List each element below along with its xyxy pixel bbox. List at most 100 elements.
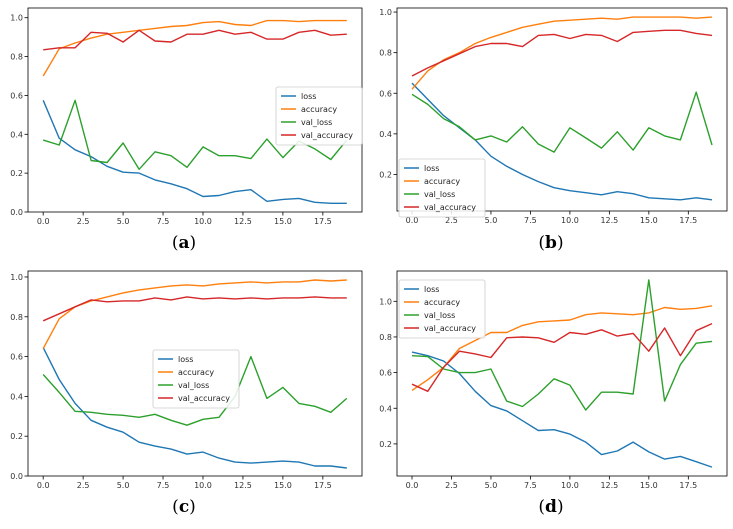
plot-frame [27, 270, 363, 477]
y-tick-label: 0.4 [10, 130, 23, 139]
legend-label: accuracy [178, 368, 214, 377]
panel-caption: (a) [172, 233, 196, 253]
legend-label: val_loss [424, 190, 455, 199]
legend-label: loss [424, 164, 439, 173]
legend-box [152, 349, 240, 409]
legend-label: val_loss [178, 381, 209, 390]
series-line-accuracy [411, 16, 713, 90]
x-tick-label: 0.0 [406, 481, 419, 490]
y-tick-label: 0.4 [10, 392, 23, 401]
x-tick-label: 2.5 [77, 217, 90, 226]
legend-label: val_loss [424, 311, 455, 320]
legend-label: accuracy [301, 105, 337, 114]
y-tick-label: 0.2 [10, 432, 23, 441]
x-tick-label: 7.5 [157, 217, 170, 226]
series-line-loss [42, 347, 347, 469]
y-tick-label: 0.0 [10, 472, 23, 481]
plot-frame [396, 7, 728, 212]
y-tick-label: 1.0 [379, 8, 392, 17]
series-line-val-accuracy [43, 29, 347, 51]
x-tick-label: 17.5 [679, 481, 697, 490]
series-line-val-loss [42, 355, 348, 426]
y-tick-label: 1.0 [379, 297, 392, 306]
legend: loss accuracy val_loss val_accuracy [398, 279, 486, 339]
x-tick-label: 5.0 [485, 216, 498, 225]
x-tick-label: 2.5 [77, 481, 90, 490]
series-line-loss [42, 100, 347, 205]
legend-label: val_accuracy [301, 131, 353, 140]
y-tick-label: 0.8 [10, 313, 23, 322]
x-tick-label: 12.5 [600, 481, 618, 490]
y-tick-label: 0.2 [379, 440, 392, 449]
y-tick-label: 0.6 [379, 89, 392, 98]
x-tick-label: 0.0 [37, 217, 50, 226]
x-tick-label: 5.0 [117, 217, 130, 226]
legend-box [275, 86, 363, 146]
x-tick-label: 15.0 [274, 217, 292, 226]
x-tick-label: 15.0 [274, 481, 292, 490]
y-tick-label: 0.8 [379, 333, 392, 342]
series-line-val-loss [411, 91, 713, 153]
x-tick-label: 7.5 [524, 216, 537, 225]
y-tick-label: 0.4 [379, 404, 392, 413]
legend-label: val_accuracy [178, 394, 230, 403]
series-line-accuracy [411, 305, 713, 391]
series-line-loss [411, 351, 713, 468]
x-tick-label: 17.5 [314, 217, 332, 226]
x-tick-label: 10.0 [194, 481, 212, 490]
legend: loss accuracy val_loss val_accuracy [152, 349, 240, 409]
x-tick-label: 2.5 [445, 216, 458, 225]
y-tick-label: 0.6 [379, 369, 392, 378]
series-line-val-accuracy [42, 296, 347, 322]
y-tick-label: 1.0 [10, 273, 23, 282]
legend-box [398, 158, 486, 218]
legend-label: val_accuracy [424, 203, 476, 212]
x-tick-label: 17.5 [679, 216, 697, 225]
series-line-val-accuracy [411, 322, 713, 392]
x-tick-label: 15.0 [640, 481, 658, 490]
x-tick-label: 12.5 [234, 217, 252, 226]
panel-caption: (b) [538, 233, 563, 253]
y-tick-label: 0.4 [379, 130, 392, 139]
x-tick-label: 5.0 [117, 481, 130, 490]
legend-label: loss [424, 285, 439, 294]
x-tick-label: 0.0 [37, 481, 50, 490]
x-tick-label: 10.0 [194, 217, 212, 226]
series-line-val-accuracy [411, 29, 713, 77]
legend: loss accuracy val_loss val_accuracy [275, 86, 363, 146]
chart-panel-4: 0.0 2.5 5.0 7.5 10.0 12.5 15.0 17.5 0.2 0.4 0.6 0.8… [379, 270, 728, 517]
legend: loss accuracy val_loss val_accuracy [398, 158, 486, 218]
x-tick-label: 2.5 [445, 481, 458, 490]
panel-caption: (d) [538, 497, 563, 517]
legend-label: loss [178, 355, 193, 364]
legend-label: loss [301, 92, 316, 101]
legend-label: val_accuracy [424, 324, 476, 333]
y-tick-label: 0.2 [379, 170, 392, 179]
series-line-accuracy [42, 279, 347, 349]
chart-panel-2: 0.0 2.5 5.0 7.5 10.0 12.5 15.0 17.5 0.2 0.4 0.6 0.8… [379, 7, 728, 253]
x-tick-label: 7.5 [157, 481, 170, 490]
y-tick-label: 0.8 [379, 49, 392, 58]
y-tick-label: 0.8 [10, 53, 23, 62]
legend-label: val_loss [301, 118, 332, 127]
x-tick-label: 17.5 [314, 481, 332, 490]
x-tick-label: 15.0 [640, 216, 658, 225]
x-tick-label: 5.0 [485, 481, 498, 490]
chart-panel-1: 0.0 2.5 5.0 7.5 10.0 12.5 15.0 17.5 0.0 0.2 0.4 0.6… [10, 7, 363, 253]
chart-panel-3: 0.0 2.5 5.0 7.5 10.0 12.5 15.0 17.5 0.0 0.2 0.4 0.6… [10, 270, 363, 517]
plot-frame [396, 270, 728, 477]
legend-label: accuracy [424, 298, 460, 307]
series-line-val-loss [411, 279, 713, 411]
y-tick-label: 0.0 [10, 208, 23, 217]
y-tick-label: 0.6 [10, 91, 23, 100]
y-tick-label: 0.2 [10, 169, 23, 178]
legend-label: accuracy [424, 177, 460, 186]
y-tick-label: 0.6 [10, 353, 23, 362]
x-tick-label: 12.5 [600, 216, 618, 225]
x-tick-label: 10.0 [561, 481, 579, 490]
panel-caption: (c) [172, 497, 196, 517]
x-tick-label: 12.5 [234, 481, 252, 490]
legend-box [398, 279, 486, 339]
x-tick-label: 7.5 [524, 481, 537, 490]
